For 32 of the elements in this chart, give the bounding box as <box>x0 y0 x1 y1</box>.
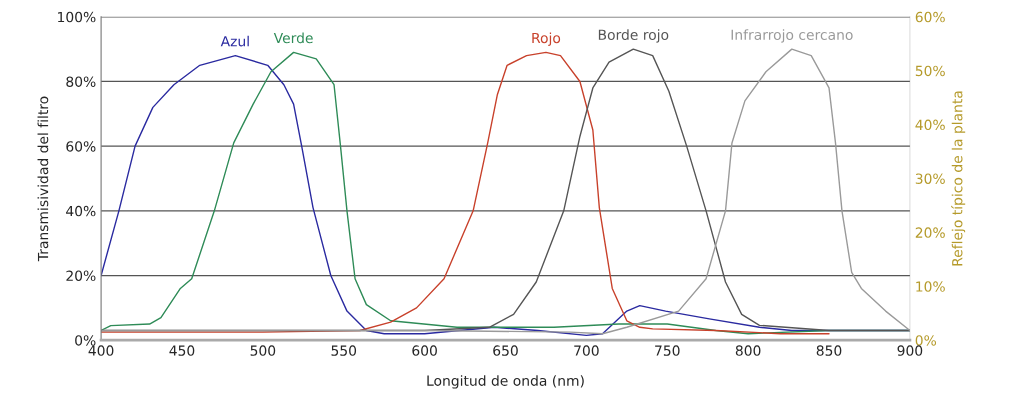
y-tick-label: 40% <box>66 205 96 217</box>
x-tick-label: 600 <box>412 345 437 356</box>
y-tick-label: 100% <box>58 11 96 23</box>
y2-tick-label: 30% <box>915 173 945 184</box>
x-tick-label: 850 <box>816 345 842 356</box>
x-tick-label: 700 <box>574 345 599 356</box>
y-axis-title: Transmisividad del filtro <box>37 96 49 262</box>
x-tick-label: 650 <box>493 345 518 356</box>
x-tick-label: 500 <box>250 345 276 356</box>
series-label: Borde rojo <box>598 29 669 43</box>
x-tick-label: 900 <box>897 345 923 356</box>
x-tick-label: 800 <box>735 345 761 356</box>
y-tick-label: 80% <box>66 76 96 87</box>
series-label: Azul <box>220 35 249 47</box>
x-tick-label: 750 <box>655 345 680 356</box>
y-tick-label: 60% <box>66 141 96 152</box>
y2-tick-label: 20% <box>915 227 945 238</box>
x-tick-label: 550 <box>331 345 357 356</box>
y2-tick-label: 50% <box>915 65 945 77</box>
y-tick-label: 20% <box>66 270 96 281</box>
series-label: Infrarrojo cercano <box>731 29 853 43</box>
x-tick-label: 450 <box>169 345 195 356</box>
series-label: Verde <box>273 32 313 44</box>
y2-tick-label: 10% <box>916 281 945 292</box>
y2-tick-label: 40% <box>915 119 945 131</box>
y2-axis-title: Reflejo típico de la planta <box>951 91 966 266</box>
x-axis-title: Longitud de onda (nm) <box>427 375 584 389</box>
y-tick-label: 0% <box>75 335 96 346</box>
y2-tick-label: 0% <box>915 335 937 346</box>
x-tick-label: 400 <box>88 345 114 356</box>
series-label: Rojo <box>532 32 561 46</box>
y2-tick-label: 60% <box>915 11 945 23</box>
